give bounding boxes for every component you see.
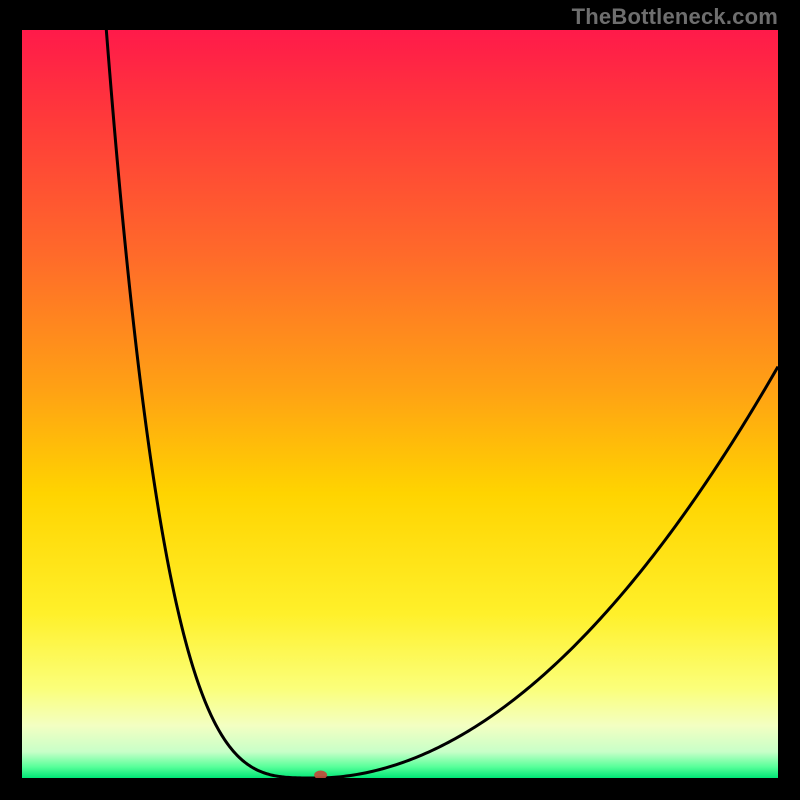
plot-area bbox=[22, 30, 778, 778]
watermark-text: TheBottleneck.com bbox=[572, 4, 778, 30]
chart-frame: TheBottleneck.com bbox=[0, 0, 800, 800]
gradient-background bbox=[22, 30, 778, 778]
bottleneck-chart bbox=[22, 30, 778, 778]
